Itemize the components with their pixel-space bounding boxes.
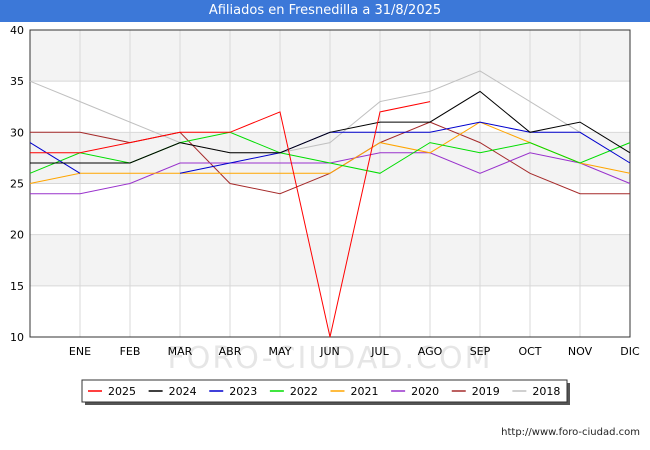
y-tick-label: 20 [10,229,24,242]
legend-label-2024: 2024 [169,385,197,398]
series-line-2023 [29,121,631,174]
legend-label-2019: 2019 [472,385,500,398]
series-line-2024 [30,90,631,164]
legend-label-2021: 2021 [351,385,379,398]
x-tick-label: SEP [470,345,491,358]
chart-title: Afiliados en Fresnedilla a 31/8/2025 [0,0,650,22]
y-tick-label: 30 [10,126,24,139]
x-tick-label: MAR [168,345,193,358]
y-tick-label: 25 [10,178,24,191]
x-tick-label: AGO [418,345,443,358]
legend-label-2025: 2025 [108,385,136,398]
y-tick-label: 35 [10,75,24,88]
series-line-2025 [30,101,431,338]
legend-label-2018: 2018 [532,385,560,398]
legend-label-2022: 2022 [290,385,318,398]
legend-box [81,379,568,403]
x-tick-label: NOV [568,345,593,358]
x-tick-label: JUN [319,345,340,358]
x-tick-label: MAY [269,345,292,358]
series-line-2018 [29,70,581,154]
x-tick-label: ABR [219,345,242,358]
x-tick-label: DIC [620,345,640,358]
x-tick-label: FEB [120,345,141,358]
y-tick-label: 10 [10,331,24,344]
source-footer[interactable]: http://www.foro-ciudad.com [501,427,640,438]
watermark: FORO-CIUDAD.COM [168,341,493,376]
x-tick-label: OCT [518,345,541,358]
legend-label-2023: 2023 [229,385,257,398]
legend-label-2020: 2020 [411,385,439,398]
x-tick-label: ENE [69,345,91,358]
y-tick-label: 40 [10,24,24,37]
x-tick-label: JUL [370,345,389,358]
y-tick-label: 15 [10,280,24,293]
